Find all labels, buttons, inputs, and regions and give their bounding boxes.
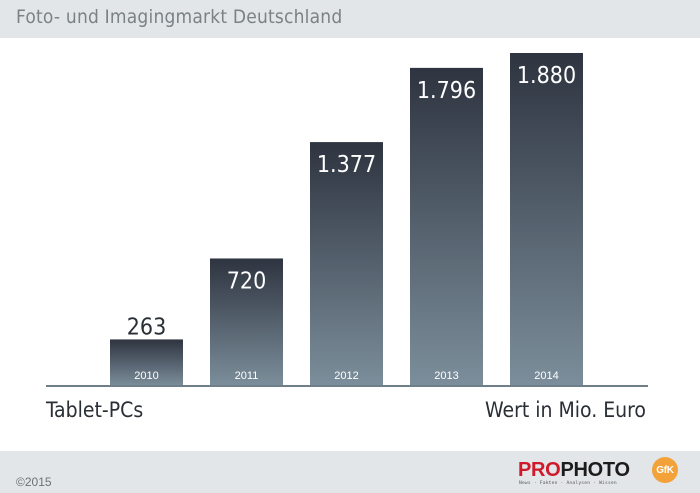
bar-2012 [310, 142, 383, 386]
logo-tagline: News · Fakten · Analysen · Wissen [519, 481, 617, 486]
logo-photo-text: PHOTO [560, 459, 630, 481]
category-label-2010: 2010 [134, 370, 158, 382]
value-label-2010: 263 [127, 314, 167, 340]
category-label-2011: 2011 [235, 370, 259, 382]
chart-title: Foto- und Imagingmarkt Deutschland [16, 6, 343, 28]
bar-2014 [510, 53, 583, 386]
prophoto-logo: PROPHOTO News · Fakten · Analysen · Wiss… [518, 460, 638, 490]
category-label-2014: 2014 [534, 370, 558, 382]
bar-chart: 2010 263 2011 720 2012 1.377 2013 1.796 2014 1.88… [45, 53, 648, 422]
value-label-2011: 720 [227, 268, 267, 294]
gfk-logo: GfK [652, 457, 678, 483]
value-unit-label: Wert in Mio. Euro [485, 398, 646, 422]
logo-wordmark: PROPHOTO [518, 460, 630, 480]
x-axis-label: Tablet-PCs [45, 398, 143, 422]
bar-2013 [410, 67, 483, 386]
logo-pro-text: PRO [518, 459, 561, 481]
footer-band: ©2015 PROPHOTO News · Fakten · Analysen … [0, 451, 700, 493]
bar-2010 [110, 339, 183, 386]
value-label-2013: 1.796 [417, 78, 476, 104]
value-label-2014: 1.880 [517, 63, 576, 89]
header-band: Foto- und Imagingmarkt Deutschland [0, 0, 700, 38]
value-label-2012: 1.377 [317, 152, 376, 178]
bar-2011 [210, 258, 283, 386]
copyright-text: ©2015 [16, 475, 52, 489]
category-label-2013: 2013 [434, 370, 458, 382]
category-label-2012: 2012 [334, 370, 358, 382]
